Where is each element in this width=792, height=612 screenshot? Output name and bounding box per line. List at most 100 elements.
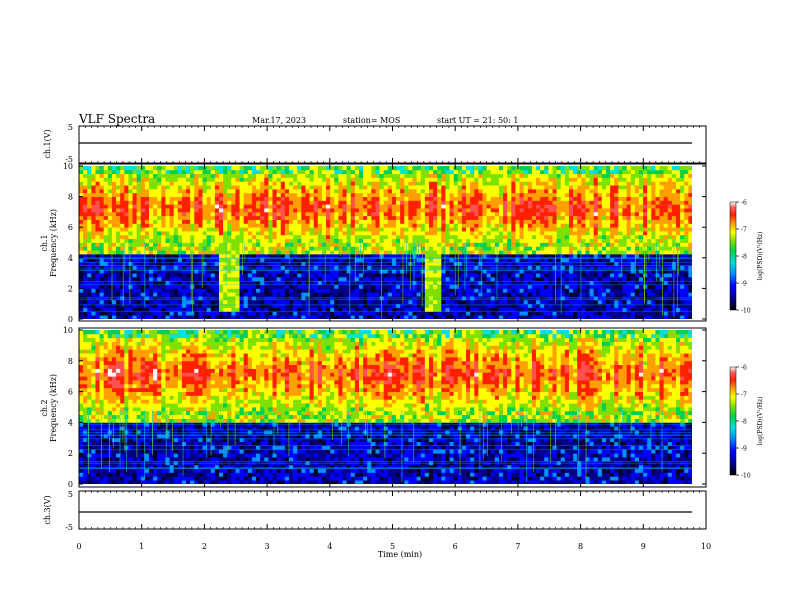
spectrogram-cell [144,173,150,178]
spectrogram-cell [87,265,92,270]
spectrogram-cell [354,296,360,301]
spectrogram-cell [165,227,170,232]
spectrogram-cell [243,169,249,175]
spectrogram-cell [437,257,442,263]
spectrogram-cell [544,296,549,301]
spectrogram-cell [330,200,335,205]
spectrogram-cell [132,265,138,270]
spectrogram-cell [548,208,553,213]
spectrogram-cell [243,238,249,243]
spectrogram-cell [408,188,413,194]
spectrogram-cell [326,173,331,178]
spectrogram-cell [433,261,438,266]
spectrogram-cell [507,246,512,251]
spectrogram-cell [107,292,113,297]
spectrogram-cell [305,303,310,308]
spectrogram-cell [523,238,529,243]
spectrogram-cell [494,177,500,182]
spectrogram-cell [470,315,475,319]
spectrogram-cell [305,292,310,297]
spectrogram-cell [144,177,150,182]
spectrogram-cell [568,200,574,205]
spectrogram-cell [251,303,257,308]
spectrogram-cell [148,219,154,224]
spectrogram-cell [280,208,286,213]
spectrogram-cell [173,299,179,305]
spectrogram-cell [264,234,269,240]
spectrogram-cell [552,299,558,305]
spectrogram-cell [433,296,438,301]
spectrogram-cell [128,173,133,178]
spectrogram-cell [371,257,376,263]
spectrogram-cell [301,253,306,259]
spectrogram-cell [544,215,549,220]
spectrogram-cell [321,238,327,243]
spectrogram-cell [161,265,166,270]
spectrogram-cell [231,250,236,255]
spectrogram-cell [169,196,175,201]
spectrogram-cell [387,238,393,243]
spectrogram-cell [334,246,339,251]
spectrogram-cell [342,185,348,190]
spectrogram-cell [297,173,302,178]
spectrogram-cell [466,185,471,190]
spectrogram-cell [478,200,483,205]
spectrogram-cell [350,185,356,190]
spectrogram-cell [227,188,232,194]
spectrogram-cell [428,292,434,297]
spectrogram-cell [346,253,352,259]
spectrogram-cell [387,265,393,270]
spectrogram-cell [120,238,125,243]
spectrogram-cell [116,276,121,282]
spectrogram-cell [157,276,162,282]
spectrogram-cell [486,257,492,263]
spectrogram-cell [589,273,595,278]
spectrogram-cell [379,211,385,217]
spectrogram-cell [111,303,117,308]
spectrogram-cell [198,200,203,205]
spectrogram-cell [515,303,520,308]
spectrogram-cell [124,177,129,182]
spectrogram-cell [140,208,146,213]
spectrogram-cell [577,166,582,171]
spectrogram-cell [416,303,422,308]
spectrogram-cell [466,231,471,236]
spectrogram-cell [157,280,162,285]
spectrogram-cell [251,253,257,259]
spectrogram-cell [165,223,170,228]
spectrogram-cell [564,269,570,274]
spectrogram-cell [420,303,426,308]
spectrogram-cell [239,253,245,259]
spectrogram-cell [235,280,240,285]
spectrogram-cell [428,296,434,301]
spectrogram-cell [161,261,166,266]
spectrogram-cell [83,250,88,255]
spectrogram-cell [515,181,520,186]
spectrogram-cell [441,242,446,247]
spectrogram-cell [288,238,294,243]
spectrogram-cell [194,292,199,297]
spectrogram-cell [132,273,138,278]
spectrogram-cell [577,181,582,186]
spectrogram-cell [424,292,430,297]
spectrogram-cell [83,269,88,274]
spectrogram-cell [503,253,508,259]
spectrogram-cell [186,273,191,278]
spectrogram-cell [264,196,269,201]
spectrogram-cell [482,307,488,312]
spectrogram-cell [523,196,529,201]
spectrogram-cell [330,192,335,197]
spectrogram-cell [103,231,109,236]
spectrogram-cell [470,246,475,251]
spectrogram-cell [99,242,105,247]
spectrogram-cell [338,280,343,285]
spectrogram-cell [416,299,422,305]
spectrogram-cell [218,250,224,255]
spectrogram-cell [99,223,105,228]
spectrogram-cell [111,211,117,217]
spectrogram-cell [552,173,558,178]
spectrogram-cell [235,246,240,251]
spectrogram-cell [503,204,508,209]
spectrogram-cell [173,177,179,182]
